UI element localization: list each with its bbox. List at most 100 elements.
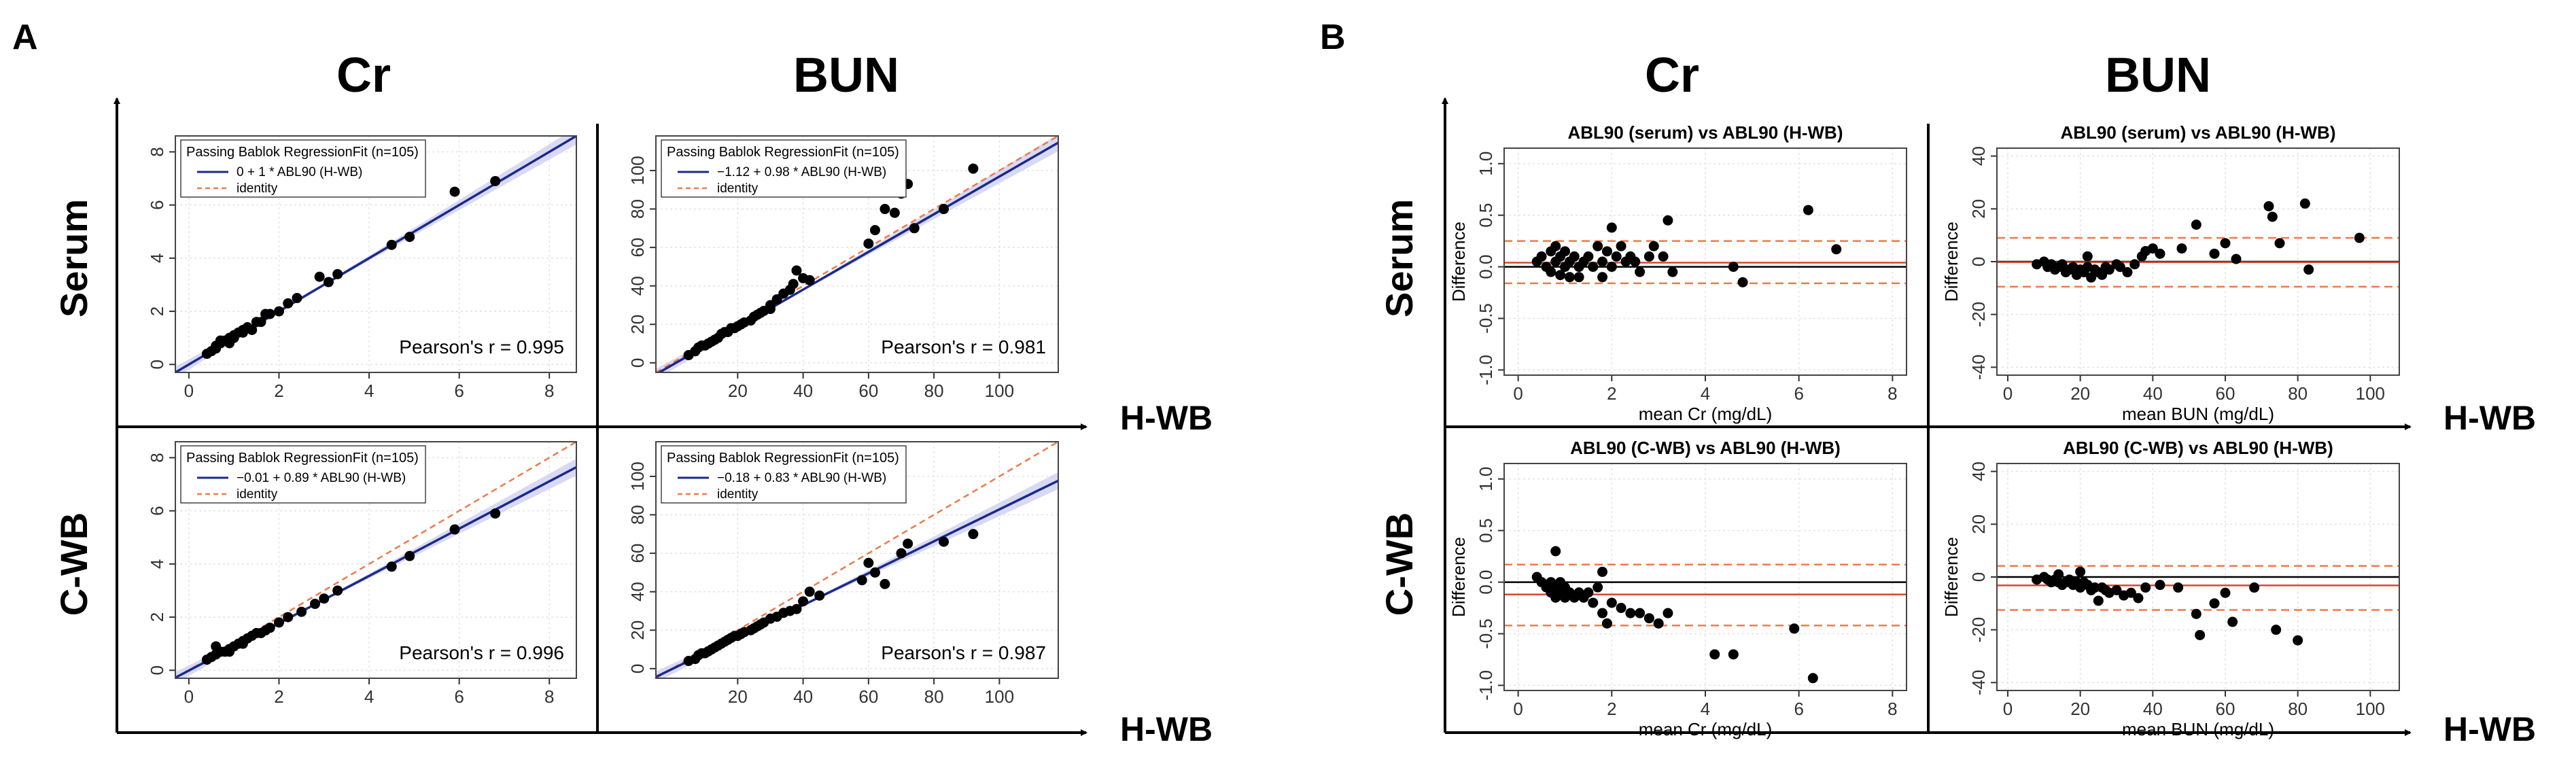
a-cr-cwb-point: [237, 638, 248, 649]
a-bun-cwb-ytick-label: 100: [627, 461, 648, 491]
panel-a-col-bun: BUN: [793, 48, 899, 103]
panel-b-col-cr: Cr: [1645, 48, 1699, 103]
a-bun-cwb-identity-line: [656, 442, 1058, 678]
b-bun-serum-xtick-label: 100: [2356, 383, 2385, 404]
b-cr-serum-ytick-label: 0.0: [1476, 255, 1496, 279]
a-bun-cwb-point: [798, 596, 809, 607]
a-bun-serum-legend-title: Passing Bablok RegressionFit (n=105): [667, 145, 899, 160]
a-bun-cwb-point: [729, 631, 740, 642]
b-cr-cwb-ytick-label: 1.0: [1476, 467, 1496, 491]
b-cr-serum-ytick-label: -1.0: [1476, 355, 1496, 385]
a-bun-cwb-xtick-label: 20: [728, 686, 748, 707]
a-bun-cwb-xtick-label: 100: [985, 686, 1014, 707]
b-cr-serum-point: [1803, 205, 1813, 215]
b-cr-serum-point: [1606, 222, 1617, 233]
b-bun-cwb-point: [2173, 582, 2184, 593]
a-cr-cwb-xtick-label: 0: [184, 686, 194, 707]
b-cr-cwb-point: [1625, 608, 1636, 618]
a-bun-serum-point: [791, 265, 802, 276]
b-bun-cwb-point: [2209, 598, 2220, 609]
b-bun-cwb-xlabel: mean BUN (mg/dL): [2122, 719, 2274, 739]
b-cr-serum-xlabel: mean Cr (mg/dL): [1639, 404, 1773, 424]
a-cr-cwb-frame: [175, 441, 577, 679]
b-bun-cwb-point: [2089, 582, 2100, 593]
b-cr-cwb-clipped-layer: [1504, 546, 1907, 684]
a-bun-serum-point: [752, 309, 763, 320]
b-cr-cwb-xtick-label: 6: [1794, 699, 1803, 719]
a-bun-serum-point: [909, 223, 920, 234]
b-cr-serum-point: [1630, 256, 1641, 267]
a-cr-serum-pearson: Pearson's r = 0.995: [399, 336, 564, 357]
a-cr-cwb-legend-identity-label: identity: [237, 487, 278, 502]
panel-b-row-serum: Serum: [1378, 199, 1421, 317]
a-cr-serum-legend-title: Passing Bablok RegressionFit (n=105): [186, 145, 419, 160]
b-cr-serum-point: [1536, 251, 1547, 262]
a-cr-cwb-point: [296, 606, 307, 617]
a-cr-cwb-point: [490, 508, 501, 519]
a-bun-serum-ytick-label: 80: [627, 199, 648, 219]
a-cr-serum-xtick-label: 8: [544, 381, 554, 401]
a-cr-cwb-point: [273, 617, 284, 628]
a-cr-serum-clipped-layer: [175, 136, 576, 372]
b-bun-cwb-xtick-label: 0: [2003, 699, 2013, 719]
b-cr-cwb-point: [1550, 546, 1561, 557]
a-cr-serum-point: [314, 271, 325, 282]
b-bun-serum-point: [2114, 262, 2125, 273]
a-cr-cwb-point: [332, 585, 343, 596]
a-bun-cwb-point: [939, 536, 950, 547]
a-cr-serum-legend-fit-label: 0 + 1 * ABL90 (H-WB): [237, 165, 362, 179]
a-cr-serum-xtick-label: 0: [184, 381, 194, 401]
b-bun-serum-point: [2097, 269, 2108, 280]
a-cr-cwb-point: [310, 599, 321, 610]
b-cr-cwb-title: ABL90 (C-WB) vs ABL90 (H-WB): [1570, 438, 1841, 458]
a-cr-serum-xtick-label: 2: [274, 381, 283, 401]
b-cr-cwb-point: [1643, 613, 1654, 624]
b-cr-serum-xtick-label: 4: [1701, 383, 1710, 404]
a-cr-serum-point: [215, 335, 226, 346]
b-cr-cwb-ytick-label: -0.5: [1476, 618, 1496, 649]
b-bun-cwb-frame: [1996, 463, 2400, 691]
b-bun-serum-xtick-label: 40: [2143, 383, 2163, 404]
b-bun-serum-title: ABL90 (serum) vs ABL90 (H-WB): [2061, 122, 2336, 143]
panel-letter-b: B: [1320, 18, 1346, 57]
b-cr-serum-point: [1831, 244, 1842, 255]
a-bun-cwb-ytick-label: 0: [627, 664, 648, 673]
a-bun-cwb-point: [791, 603, 802, 614]
b-cr-serum-point: [1559, 246, 1570, 257]
panel-b-row-cwb: C-WB: [1378, 512, 1421, 616]
a-cr-cwb-point: [224, 646, 235, 657]
panel-a-xlabel-bottom: H-WB: [1120, 710, 1213, 748]
b-cr-serum-ytick-label: 1.0: [1476, 152, 1496, 176]
b-bun-serum-xtick-label: 60: [2216, 383, 2235, 404]
a-cr-cwb-ytick-label: 0: [147, 665, 167, 675]
a-cr-serum-xtick-label: 6: [454, 381, 464, 401]
panel-b-col-bun: BUN: [2105, 48, 2211, 103]
a-cr-serum-point: [323, 277, 334, 287]
b-bun-cwb-clipped-layer: [1997, 565, 2399, 646]
a-bun-serum-point: [729, 323, 740, 334]
a-cr-serum-ytick-label: 4: [147, 253, 167, 263]
b-cr-cwb-point: [1616, 603, 1626, 614]
b-bun-cwb-point: [2271, 625, 2282, 635]
b-bun-serum-point: [2209, 248, 2220, 259]
a-bun-serum-ytick-label: 40: [627, 276, 648, 296]
b-cr-serum-point: [1569, 251, 1580, 262]
a-cr-serum-point: [256, 317, 266, 328]
b-bun-cwb-point: [2220, 587, 2231, 598]
b-bun-serum-xtick-label: 20: [2070, 383, 2090, 404]
b-cr-cwb-ylabel: Difference: [1448, 537, 1469, 617]
a-bun-cwb-xtick-label: 80: [924, 686, 944, 707]
b-bun-serum-point: [2191, 220, 2201, 230]
a-cr-cwb-point: [211, 641, 222, 652]
a-bun-serum-point: [869, 225, 880, 236]
a-bun-serum-legend-identity-label: identity: [717, 181, 759, 196]
a-cr-cwb-point: [319, 593, 330, 604]
b-cr-serum-frame: [1503, 147, 1907, 376]
a-cr-serum-point: [237, 324, 248, 335]
b-cr-serum-title: ABL90 (serum) vs ABL90 (H-WB): [1568, 122, 1843, 143]
b-cr-serum-xtick-label: 6: [1794, 383, 1803, 404]
b-bun-serum-point: [2231, 253, 2242, 264]
b-bun-serum-ytick-label: 20: [1968, 199, 1989, 219]
